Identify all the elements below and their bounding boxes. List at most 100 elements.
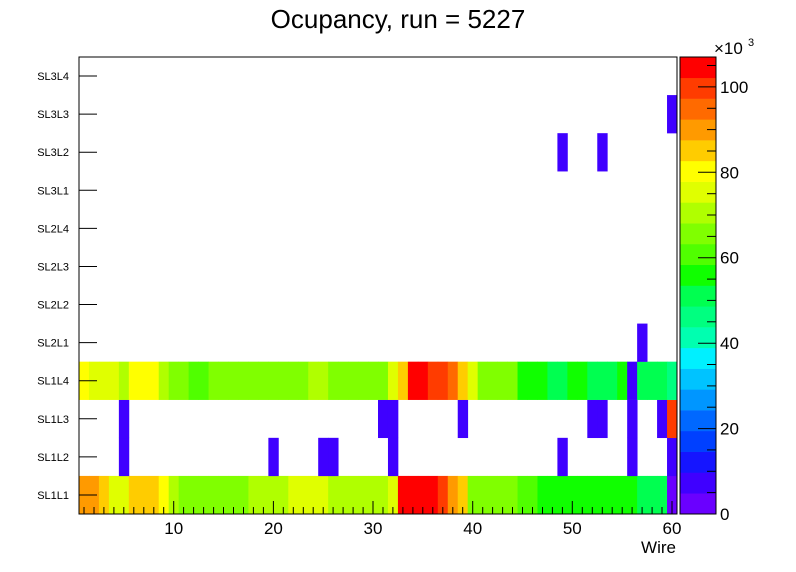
heatmap-cell [328,361,339,400]
colorbar-segment [680,160,716,182]
heatmap-cell [248,475,259,515]
colorbar-segment [680,264,716,286]
heatmap-cell [667,437,678,477]
colorbar-tick-label: 60 [720,249,739,268]
heatmap-cell [517,475,528,515]
heatmap-cell [597,133,608,172]
y-tick-label: SL3L3 [37,109,69,121]
colorbar-segment [680,347,716,369]
heatmap-cell [358,475,369,515]
heatmap-cell [258,361,269,400]
heatmap-cell [417,361,429,400]
heatmap-cell [288,475,299,515]
heatmap-cell [407,361,419,400]
colorbar: 0 20 40 60 80 100 ×10 3 [679,37,754,524]
heatmap-cell [457,361,469,400]
colorbar-segment [680,493,716,515]
heatmap-cell [437,361,449,400]
plot-frame [78,56,678,515]
heatmap-cell [178,361,190,400]
heatmap-cell [607,361,618,400]
heatmap-cell [178,475,190,515]
heatmap-cell [657,361,668,400]
heatmap-cell [667,361,678,400]
heatmap-cell [587,361,598,400]
colorbar-exponent-power: 3 [748,37,754,49]
colorbar-segment [680,140,716,162]
heatmap-cell [387,475,399,515]
colorbar-tick-label: 100 [720,78,748,97]
x-tick-label: 30 [364,519,383,538]
colorbar-segment [680,243,716,266]
heatmap-cell [427,361,439,400]
heatmap-cell [278,475,289,515]
heatmap-cell [517,361,528,400]
heatmap-cell [597,399,608,439]
heatmap-cell [467,361,479,400]
colorbar-segment [680,119,716,141]
heatmap-cell [407,475,419,515]
colorbar-segment [680,57,716,79]
colorbar-segment [680,181,716,203]
heatmap-cell [477,475,489,515]
heatmap-cell [557,475,568,515]
heatmap-cell [138,475,150,515]
heatmap-cell [258,475,269,515]
colorbar-segment [680,327,716,349]
heatmap-cell [647,361,658,400]
heatmap-cell [667,399,678,439]
heatmap-cell [387,399,399,439]
heatmap-cell [527,475,538,515]
x-tick-label: 10 [164,519,183,538]
x-tick-label: 20 [264,519,283,538]
heatmap-cell [348,361,359,400]
colorbar-segment [680,202,716,224]
heatmap-cell [667,95,678,134]
heatmap-cell [547,361,558,400]
colorbar-segment [680,306,716,328]
heatmap-cell [328,475,339,515]
chart-title: Ocupancy, run = 5227 [270,4,526,34]
colorbar-segment [680,285,716,307]
heatmap-cell [248,361,259,400]
heatmap-cell [557,437,568,477]
heatmap-cell [378,475,389,515]
heatmap-cell [128,475,140,515]
heatmap-cell [627,437,638,477]
heatmap-cell [368,361,379,400]
heatmap-cell [637,361,648,400]
colorbar-segment [680,368,716,390]
heatmap-cell [278,361,289,400]
heatmap-cell [238,475,249,515]
heatmap-cell [348,475,359,515]
heatmap-cell [108,475,120,515]
heatmap-cell [338,361,349,400]
heatmap-cell [397,361,409,400]
y-tick-label: SL1L3 [37,414,69,426]
colorbar-segment [680,451,716,473]
heatmap-cell [268,361,279,400]
heatmap-cell [308,361,319,400]
heatmap-cell [218,475,229,515]
heatmap-cell [607,475,618,515]
heatmap-cell [118,399,130,439]
heatmap-cell [148,475,160,515]
y-tick-label: SL1L1 [37,490,69,502]
heatmap-cell [268,475,279,515]
x-tick-label: 60 [663,519,682,538]
y-tick-label: SL2L2 [37,300,69,312]
heatmap-cell [447,475,459,515]
y-tick-label: SL3L1 [37,185,69,197]
heatmap-cell [218,361,229,400]
heatmap-cell [527,361,538,400]
heatmap-cell [597,475,608,515]
heatmap-cell [467,475,479,515]
heatmap-cell [627,361,638,400]
heatmap-cell [98,361,110,400]
heatmap-cell [547,475,558,515]
heatmap-cell [198,475,209,515]
heatmap-cell [637,475,648,515]
heatmap-cell [537,361,548,400]
heatmap-cell [288,361,299,400]
